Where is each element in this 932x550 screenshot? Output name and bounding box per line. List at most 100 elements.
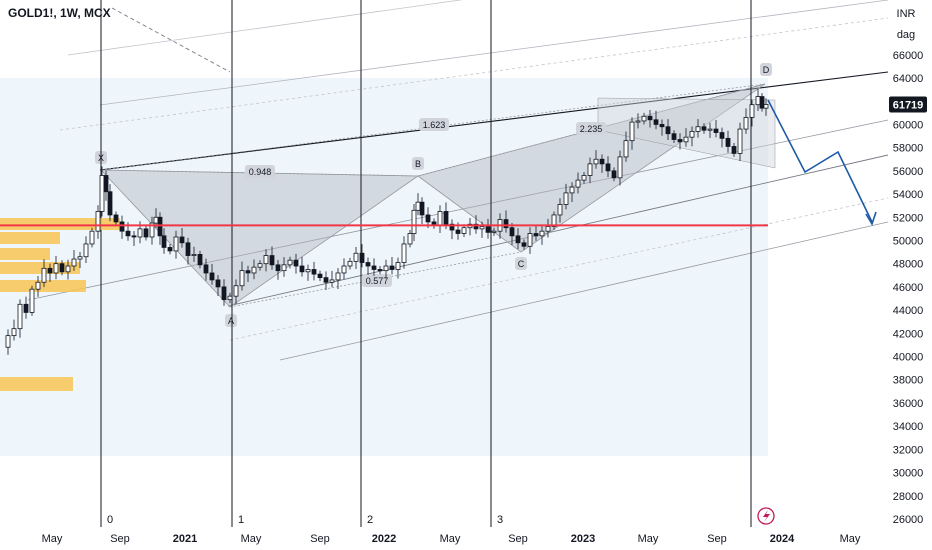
candle-up [227, 295, 233, 301]
candle-up [683, 136, 689, 143]
x-tick-label: Sep [508, 533, 528, 545]
ratio-badge [245, 165, 275, 178]
candle-up [629, 121, 635, 142]
candle-up [635, 120, 641, 123]
x-tick-label: 2024 [770, 533, 795, 545]
ratio-label: 2.235 [580, 124, 603, 134]
candle-up [411, 209, 417, 234]
candle-down [701, 126, 707, 131]
cycle-label: 3 [497, 514, 503, 526]
y-tick-label: 58000 [893, 143, 924, 155]
candle-up [281, 264, 287, 272]
projection-arrowhead [865, 211, 877, 226]
y-tick-label: 52000 [893, 212, 924, 224]
point-badge [760, 63, 772, 76]
point-badge [412, 157, 424, 170]
candle-down [215, 279, 221, 288]
candle-up [77, 256, 83, 260]
candle-up [41, 267, 47, 283]
candle-up [707, 128, 713, 131]
x-tick-label: May [241, 533, 262, 545]
bolt-icon[interactable] [757, 507, 775, 525]
candle-down [419, 201, 425, 216]
candle-up [305, 269, 311, 273]
candle-up [569, 186, 575, 194]
point-label-b: B [415, 159, 421, 169]
chart-title: GOLD1!, 1W, MCX [8, 6, 111, 20]
x-tick-label: 2023 [571, 533, 595, 545]
channel-line [99, 71, 889, 171]
candle-down [107, 191, 113, 216]
candle-up [689, 130, 695, 138]
ratio-badge [576, 122, 606, 135]
y-tick-label: 46000 [893, 282, 924, 294]
candle-up [557, 204, 563, 216]
candle-down [759, 96, 765, 109]
time-axis[interactable]: May Sep 2021 May Sep 2022 May Sep 2023 May Sep 2024… [42, 533, 861, 545]
candle-up [695, 126, 701, 132]
candle-up [587, 163, 593, 176]
candle-down [293, 259, 299, 267]
candle-down [161, 235, 167, 248]
candle-down [725, 137, 731, 147]
candle-up [29, 288, 35, 313]
volume-bar [0, 232, 60, 244]
channel-line [279, 221, 889, 361]
candle-up [749, 104, 755, 118]
candlestick-series [5, 88, 769, 355]
unit-label: dag [897, 29, 915, 41]
candle-down [455, 229, 461, 234]
pattern-ratio-line [100, 169, 419, 177]
y-tick-label: 30000 [893, 468, 924, 480]
candle-up [593, 158, 599, 165]
candle-up [353, 252, 359, 262]
candle-up [65, 265, 71, 273]
candle-down [197, 253, 203, 266]
candle-down [209, 272, 215, 281]
currency-label: INR [897, 8, 916, 20]
y-tick-label: 50000 [893, 235, 924, 247]
candle-down [47, 267, 53, 274]
x-tick-label: 2021 [173, 533, 197, 545]
candle-down [245, 270, 251, 274]
last-price-tag [889, 96, 927, 113]
candle-down [143, 228, 149, 238]
last-price-label: 61719 [893, 99, 924, 111]
candle-down [311, 269, 317, 275]
candle-up [287, 259, 293, 266]
price-axis[interactable]: 6600064000620006000058000560005400052000… [889, 50, 927, 526]
candle-up [95, 211, 101, 232]
volume-bar [0, 280, 86, 292]
channel-line [59, 17, 889, 131]
candle-up [551, 214, 557, 227]
cycle-label: 0 [107, 514, 113, 526]
point-label-c: C [518, 259, 525, 269]
candle-down [377, 269, 383, 272]
candle-down [485, 226, 491, 233]
x-tick-label: Sep [310, 533, 330, 545]
candle-down [599, 158, 605, 165]
y-tick-label: 40000 [893, 352, 924, 364]
cycle-label: 2 [367, 514, 373, 526]
candle-up [341, 265, 347, 274]
candle-up [71, 258, 77, 267]
candle-down [59, 263, 65, 273]
candle-up [581, 175, 587, 181]
candle-up [251, 266, 257, 274]
candle-up [11, 328, 17, 337]
candle-up [545, 226, 551, 232]
candle-down [653, 119, 659, 125]
candle-up [239, 270, 245, 287]
x-tick-label: Sep [110, 533, 130, 545]
ratio-badge [419, 118, 449, 131]
ratio-badge [362, 274, 392, 287]
y-tick-label: 36000 [893, 398, 924, 410]
candle-up [437, 211, 443, 226]
candle-up [401, 243, 407, 263]
y-tick-label: 44000 [893, 305, 924, 317]
x-tick-label: May [42, 533, 63, 545]
candle-down [713, 128, 719, 133]
candle-down [677, 139, 683, 143]
channel-line [99, 0, 889, 106]
